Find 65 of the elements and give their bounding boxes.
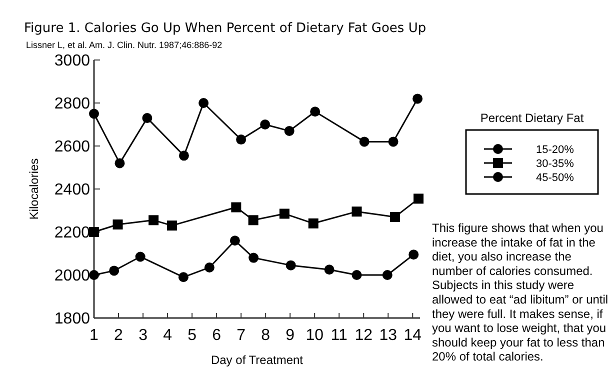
x-tick-label: 8 <box>261 327 270 344</box>
point <box>284 126 294 136</box>
point <box>135 252 146 262</box>
y-tick-label: 2200 <box>54 224 90 242</box>
y-tick-label: 1800 <box>54 310 90 328</box>
x-tick-label: 9 <box>286 327 295 344</box>
point <box>114 158 125 168</box>
point <box>324 264 334 275</box>
legend-label: 45-50% <box>536 172 574 184</box>
point <box>89 227 99 237</box>
legend-label: 15-20% <box>536 144 574 156</box>
x-tick-label: 1 <box>90 327 99 344</box>
point <box>178 272 188 282</box>
point <box>286 260 296 270</box>
point <box>178 150 189 161</box>
point <box>236 134 246 145</box>
point <box>359 136 370 147</box>
x-tick-label: 14 <box>404 327 422 344</box>
point <box>204 262 214 272</box>
y-tick-label: 2400 <box>54 182 90 199</box>
x-tick-label: 11 <box>330 327 348 344</box>
point <box>89 270 99 280</box>
x-tick-label: 5 <box>188 327 197 344</box>
point <box>89 108 99 119</box>
point <box>198 98 209 108</box>
point <box>260 120 270 130</box>
point <box>112 219 123 230</box>
y-tick-label: 2800 <box>54 96 90 113</box>
chart-title: Figure 1. Calories Go Up When Percent of Dietary Fat Goes Up <box>24 21 426 36</box>
x-tick-label: 3 <box>138 327 148 344</box>
point <box>230 236 240 246</box>
x-tick-label: 10 <box>306 327 324 344</box>
x-tick-label: 4 <box>163 327 172 344</box>
point <box>412 94 423 104</box>
text: This figure shows that when you increase the intake of fat in the diet, you also increase the number of calories consumed. Subjects in this study were allowed to eat “ad libitum” or until they were full. It makes sense, if you want to lose weight, that you should keep your fat to less than 20% of total calories. <box>432 221 608 364</box>
y-tick-label: 2600 <box>54 138 90 156</box>
x-tick-label: 7 <box>236 327 246 344</box>
point <box>310 106 320 117</box>
y-tick-label: 2000 <box>54 268 90 285</box>
y-axis-title: Kilocalories <box>27 158 41 220</box>
y-tick-label: 3000 <box>54 52 90 70</box>
chart-subtitle: Lissner L, et al. Am. J. Clin. Nutr. 1987;46:886-92 <box>26 40 222 50</box>
point <box>248 252 259 263</box>
x-tick-label: 13 <box>379 327 398 344</box>
point <box>382 270 392 280</box>
point <box>166 220 177 231</box>
x-tick-label: 6 <box>212 327 222 344</box>
x-axis-title: Day of Treatment <box>210 353 304 367</box>
point <box>408 250 419 260</box>
point <box>279 208 290 219</box>
point <box>352 206 362 217</box>
x-tick-label: 12 <box>354 327 373 344</box>
point <box>109 266 120 276</box>
point <box>248 215 258 226</box>
point <box>390 212 400 222</box>
point <box>414 194 424 204</box>
legend-title: Percent Dietary Fat <box>480 111 584 125</box>
point <box>388 136 398 147</box>
legend-label: 30-35% <box>536 158 574 170</box>
point <box>352 270 362 280</box>
point <box>231 202 242 212</box>
point <box>308 218 318 228</box>
point <box>148 215 159 226</box>
point <box>142 113 152 124</box>
x-tick-label: 2 <box>114 327 124 344</box>
